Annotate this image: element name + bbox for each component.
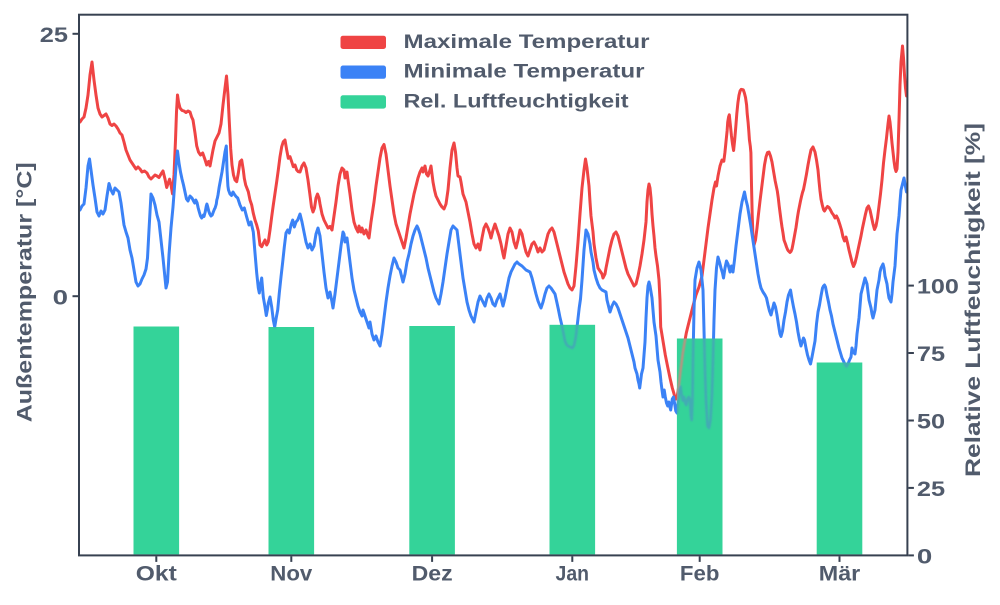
svg-text:100: 100 [917, 275, 959, 299]
svg-text:Dez: Dez [412, 562, 453, 586]
svg-text:Außentemperatur [°C]: Außentemperatur [°C] [13, 162, 37, 422]
svg-text:Nov: Nov [270, 562, 312, 586]
svg-text:Okt: Okt [136, 562, 177, 586]
svg-text:Mär: Mär [819, 562, 861, 586]
svg-text:0: 0 [53, 285, 68, 309]
svg-text:25: 25 [40, 23, 68, 47]
svg-text:Jan: Jan [556, 562, 590, 586]
svg-text:Maximale Temperatur: Maximale Temperatur [404, 31, 650, 53]
svg-text:Relative Luftfeuchtigkeit [%]: Relative Luftfeuchtigkeit [%] [961, 123, 985, 477]
svg-text:50: 50 [917, 410, 945, 434]
svg-text:Rel. Luftfeuchtigkeit: Rel. Luftfeuchtigkeit [404, 91, 630, 113]
svg-text:Minimale Temperatur: Minimale Temperatur [404, 61, 645, 83]
svg-text:25: 25 [917, 477, 945, 501]
svg-text:Feb: Feb [680, 562, 720, 586]
svg-text:0: 0 [917, 545, 932, 569]
svg-text:75: 75 [917, 342, 945, 366]
